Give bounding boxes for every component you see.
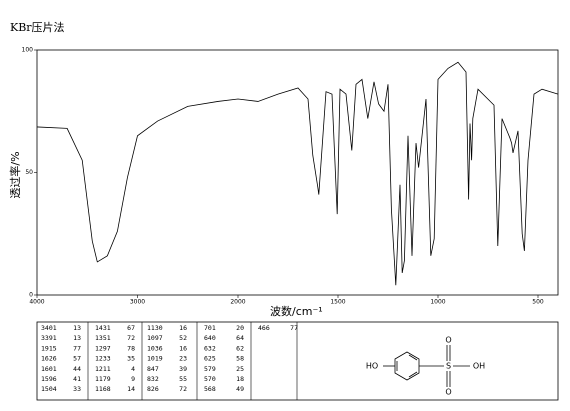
x-tick-label: 3000 xyxy=(130,299,145,306)
structure-label: O xyxy=(445,336,451,345)
peak-wavenumber: 847 xyxy=(147,365,159,373)
peak-intensity: 14 xyxy=(127,385,135,393)
spectrum-line xyxy=(36,61,559,286)
x-tick-label: 4000 xyxy=(29,299,44,306)
x-tick-label: 1500 xyxy=(330,299,345,306)
plot-frame xyxy=(36,49,559,296)
x-axis-label: 波数/cm⁻¹ xyxy=(270,305,323,318)
chart-title: KBr压片法 xyxy=(10,20,65,34)
peak-intensity: 18 xyxy=(236,375,244,383)
peak-intensity: 20 xyxy=(236,324,244,332)
peak-wavenumber: 1504 xyxy=(41,385,57,393)
peak-wavenumber: 1626 xyxy=(41,355,57,363)
peak-intensity: 35 xyxy=(127,355,135,363)
peak-wavenumber: 3391 xyxy=(41,334,57,342)
peak-intensity: 77 xyxy=(290,324,298,332)
peak-intensity: 57 xyxy=(73,355,81,363)
peak-intensity: 13 xyxy=(73,324,81,332)
peak-wavenumber: 1168 xyxy=(95,385,111,393)
peak-intensity: 16 xyxy=(179,344,187,352)
peak-intensity: 72 xyxy=(127,334,135,342)
peak-intensity: 23 xyxy=(179,355,187,363)
table-frame xyxy=(36,321,559,401)
y-tick-label: 0 xyxy=(29,292,33,299)
peak-intensity: 64 xyxy=(236,334,244,342)
peak-wavenumber: 1097 xyxy=(147,334,163,342)
peak-wavenumber: 1431 xyxy=(95,324,111,332)
peak-intensity: 44 xyxy=(73,365,81,373)
peak-wavenumber: 826 xyxy=(147,385,159,393)
column-dividers xyxy=(87,322,298,400)
peak-wavenumber: 579 xyxy=(204,365,216,373)
peak-wavenumber: 1233 xyxy=(95,355,111,363)
peak-intensity: 62 xyxy=(236,344,244,352)
peak-wavenumber: 701 xyxy=(204,324,216,332)
peak-wavenumber: 1601 xyxy=(41,365,57,373)
peak-intensity: 67 xyxy=(127,324,135,332)
peak-wavenumber: 570 xyxy=(204,375,216,383)
peak-intensity: 25 xyxy=(236,365,244,373)
peak-wavenumber: 625 xyxy=(204,355,216,363)
peak-intensity: 72 xyxy=(179,385,187,393)
x-tick-label: 500 xyxy=(532,299,544,306)
peak-wavenumber: 832 xyxy=(147,375,159,383)
peak-wavenumber: 466 xyxy=(258,324,270,332)
peak-wavenumber: 1036 xyxy=(147,344,163,352)
peak-intensity: 78 xyxy=(127,344,135,352)
peak-intensity: 4 xyxy=(131,365,135,373)
peak-intensity: 77 xyxy=(73,344,81,352)
x-tick-label: 2000 xyxy=(230,299,245,306)
peak-intensity: 13 xyxy=(73,334,81,342)
peak-wavenumber: 1179 xyxy=(95,375,111,383)
peak-intensity: 55 xyxy=(179,375,187,383)
peak-intensity: 9 xyxy=(131,375,135,383)
structure-bonds xyxy=(383,345,470,387)
peak-intensity: 33 xyxy=(73,385,81,393)
peak-wavenumber: 1019 xyxy=(147,355,163,363)
peak-intensity: 52 xyxy=(179,334,187,342)
y-tick-label: 100 xyxy=(22,47,34,54)
peak-intensity: 41 xyxy=(73,375,81,383)
peak-wavenumber: 640 xyxy=(204,334,216,342)
structure-label: HO xyxy=(366,362,378,371)
structure-label: OH xyxy=(473,362,485,371)
peak-wavenumber: 1596 xyxy=(41,375,57,383)
peak-wavenumber: 1297 xyxy=(95,344,111,352)
peak-wavenumber: 3401 xyxy=(41,324,57,332)
x-tick-label: 1000 xyxy=(430,299,445,306)
y-tick-label: 50 xyxy=(25,169,33,176)
peak-intensity: 16 xyxy=(179,324,187,332)
peak-intensity: 58 xyxy=(236,355,244,363)
peak-wavenumber: 1130 xyxy=(147,324,163,332)
structure-label: O xyxy=(445,388,451,397)
peak-intensity: 49 xyxy=(236,385,244,393)
y-axis-label: 透过率/% xyxy=(8,151,22,198)
peak-wavenumber: 1351 xyxy=(95,334,111,342)
peak-wavenumber: 568 xyxy=(204,385,216,393)
peak-intensity: 39 xyxy=(179,365,187,373)
peak-wavenumber: 1915 xyxy=(41,344,57,352)
structure-label: S xyxy=(446,362,451,371)
peak-wavenumber: 1211 xyxy=(95,365,111,373)
peak-wavenumber: 632 xyxy=(204,344,216,352)
